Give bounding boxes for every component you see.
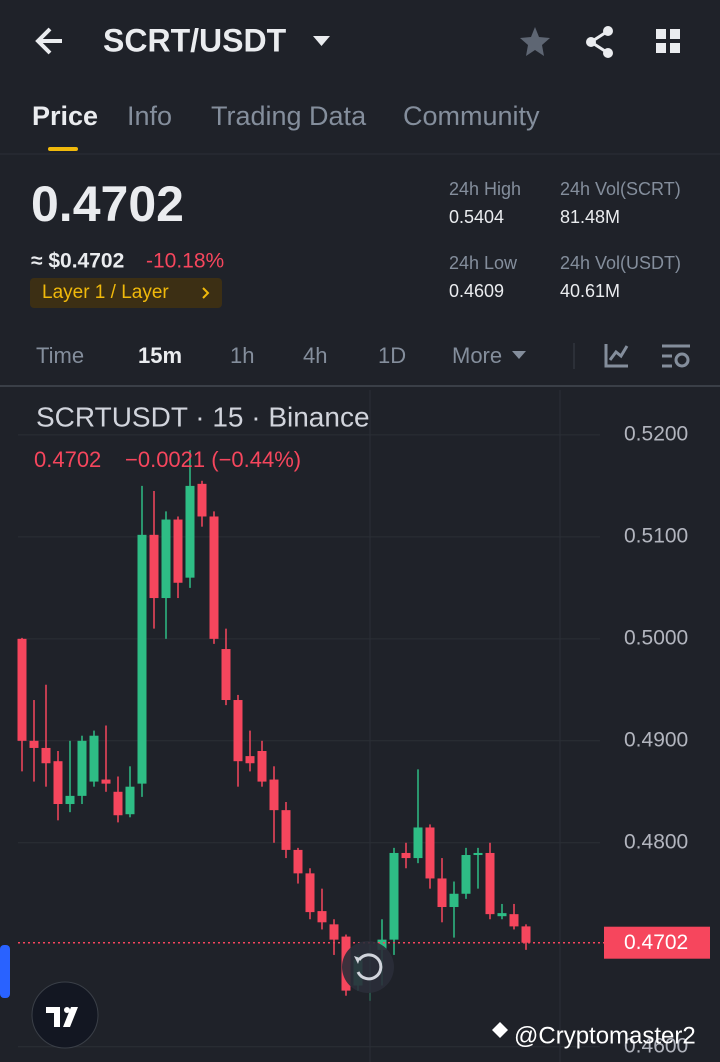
stat-label: 24h High: [449, 179, 521, 199]
candle-body: [233, 700, 243, 762]
price-change: -10.18%: [146, 250, 224, 273]
back-button[interactable]: [35, 27, 62, 55]
side-handle[interactable]: [0, 945, 10, 998]
chart-title: SCRTUSDT · 15 · Binance: [36, 401, 370, 432]
favorite-star[interactable]: [520, 27, 550, 56]
last-price-label: 0.4702: [624, 931, 688, 954]
candle-body: [437, 878, 447, 908]
candle-body: [497, 913, 507, 917]
tag-box[interactable]: [30, 278, 222, 308]
candle-body: [113, 791, 123, 816]
y-tick-label: 0.4900: [624, 728, 688, 751]
y-tick-label: 0.5000: [624, 626, 688, 649]
candle-body: [221, 649, 231, 701]
y-tick-label: 0.5100: [624, 524, 688, 547]
candle-body: [269, 779, 279, 811]
stat-label: 24h Vol(SCRT): [560, 179, 681, 199]
interval[interactable]: More: [452, 343, 502, 368]
stat-label: 24h Low: [449, 253, 518, 273]
candle-body: [197, 483, 207, 517]
candle-body: [101, 779, 111, 784]
usd-price: ≈ $0.4702: [31, 250, 124, 273]
more-caret[interactable]: [512, 351, 526, 359]
stat-value: 0.5404: [449, 207, 504, 227]
tag[interactable]: Layer 1 / Layer: [42, 282, 169, 303]
y-tick-label: 0.4600: [624, 1034, 688, 1057]
y-tick-label: 0.4800: [624, 830, 688, 853]
settings-button[interactable]: [662, 344, 690, 368]
stat-value: 81.48M: [560, 207, 620, 227]
candle-body: [425, 827, 435, 879]
candle-body: [389, 852, 399, 940]
candle-body: [413, 827, 423, 859]
candle-body: [509, 914, 519, 927]
candle-body: [245, 756, 255, 764]
tab[interactable]: Info: [127, 101, 172, 131]
tab[interactable]: Price: [32, 101, 98, 131]
interval[interactable]: Time: [36, 343, 84, 368]
watermark: @Cryptomaster2: [514, 1022, 696, 1049]
interval[interactable]: 4h: [303, 343, 327, 368]
active-tab-indicator: [48, 147, 78, 151]
candle-body: [461, 855, 471, 894]
candle-body: [77, 740, 87, 796]
candle-body: [317, 911, 327, 923]
candle-body: [173, 519, 183, 583]
last-price-box: [604, 926, 710, 959]
candle-body: [305, 873, 315, 913]
candle-body: [89, 735, 99, 782]
candle-body: [65, 795, 75, 805]
candle-body: [17, 638, 27, 741]
watermark-icon: [492, 1022, 508, 1038]
replay-button[interactable]: [342, 941, 394, 993]
candle-body: [293, 849, 303, 874]
candle-body: [473, 852, 483, 856]
interval[interactable]: 15m: [138, 343, 182, 368]
grid-menu[interactable]: [656, 29, 680, 53]
candle-body: [29, 740, 39, 748]
share-button[interactable]: [586, 26, 613, 58]
legend-close: 0.4702: [34, 447, 101, 472]
pair-dropdown[interactable]: [313, 36, 330, 46]
last-price: 0.4702: [31, 176, 184, 232]
candle-body: [149, 534, 159, 599]
candle-body: [521, 926, 531, 943]
candle-body: [53, 761, 63, 805]
candle-body: [401, 852, 411, 859]
y-tick-label: 0.5200: [624, 422, 688, 445]
pair-title[interactable]: SCRT/USDT: [103, 22, 287, 58]
stat-value: 0.4609: [449, 281, 504, 301]
tag-arrow: [202, 287, 210, 299]
candle-body: [185, 485, 195, 578]
candle-body: [257, 751, 267, 782]
candle-body: [329, 924, 339, 940]
candle-body: [41, 747, 51, 764]
interval[interactable]: 1h: [230, 343, 254, 368]
stat-value: 40.61M: [560, 281, 620, 301]
candle-body: [209, 516, 219, 639]
stat-label: 24h Vol(USDT): [560, 253, 681, 273]
tab[interactable]: Community: [403, 101, 540, 131]
candle-body: [125, 786, 135, 815]
indicator-button[interactable]: [604, 344, 629, 368]
candle-body: [281, 810, 291, 850]
legend-change: −0.0021 (−0.44%): [125, 447, 301, 472]
tab[interactable]: Trading Data: [211, 101, 367, 131]
candle-body: [161, 519, 171, 599]
interval[interactable]: 1D: [378, 343, 406, 368]
candle-body: [485, 852, 495, 915]
candle-body: [137, 534, 147, 784]
candle-body: [449, 893, 459, 908]
tradingview-logo[interactable]: [31, 981, 99, 1049]
candle-body: [377, 939, 387, 950]
